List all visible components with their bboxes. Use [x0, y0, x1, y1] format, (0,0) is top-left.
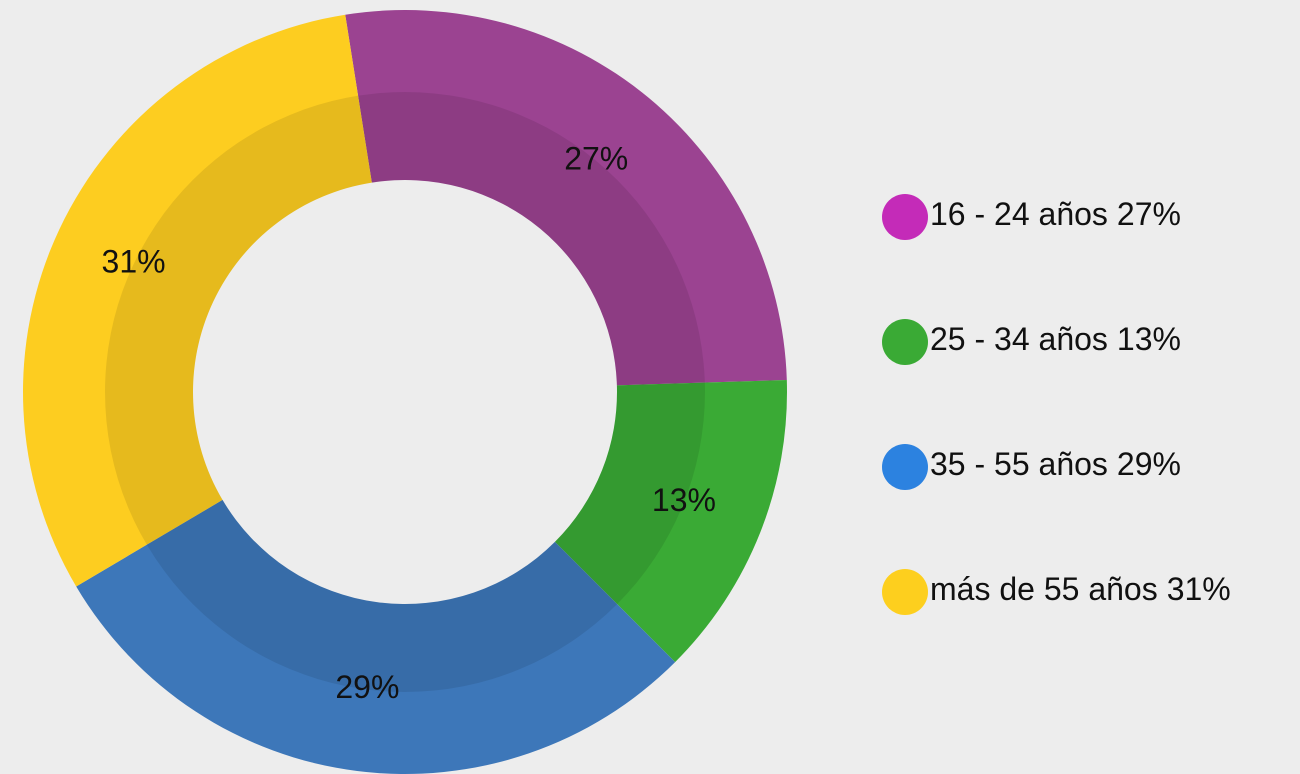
legend-value: 13%	[1117, 321, 1181, 357]
legend-name: 25 - 34 años	[930, 321, 1108, 357]
slice	[23, 14, 372, 587]
slice	[554, 380, 787, 663]
inner-band	[105, 92, 705, 692]
data-label: 31%	[102, 244, 166, 280]
legend-dot	[882, 319, 928, 365]
legend-name: 35 - 55 años	[930, 446, 1108, 482]
legend-dot	[882, 444, 928, 490]
legend-entry: 25 - 34 años 13%	[930, 321, 1181, 357]
legend-value: 31%	[1167, 571, 1231, 607]
slice	[76, 499, 676, 774]
legend-dot	[882, 569, 928, 615]
data-label: 13%	[652, 482, 716, 518]
slice	[345, 10, 787, 386]
legend-name: más de 55 años	[930, 571, 1158, 607]
data-label: 27%	[564, 140, 628, 176]
legend-entry: 35 - 55 años 29%	[930, 446, 1181, 482]
legend-value: 27%	[1117, 196, 1181, 232]
legend-entry: 16 - 24 años 27%	[930, 196, 1181, 232]
legend-dot	[882, 194, 928, 240]
data-label: 29%	[335, 669, 399, 705]
legend-name: 16 - 24 años	[930, 196, 1108, 232]
legend-value: 29%	[1117, 446, 1181, 482]
legend-entry: más de 55 años 31%	[930, 571, 1231, 607]
